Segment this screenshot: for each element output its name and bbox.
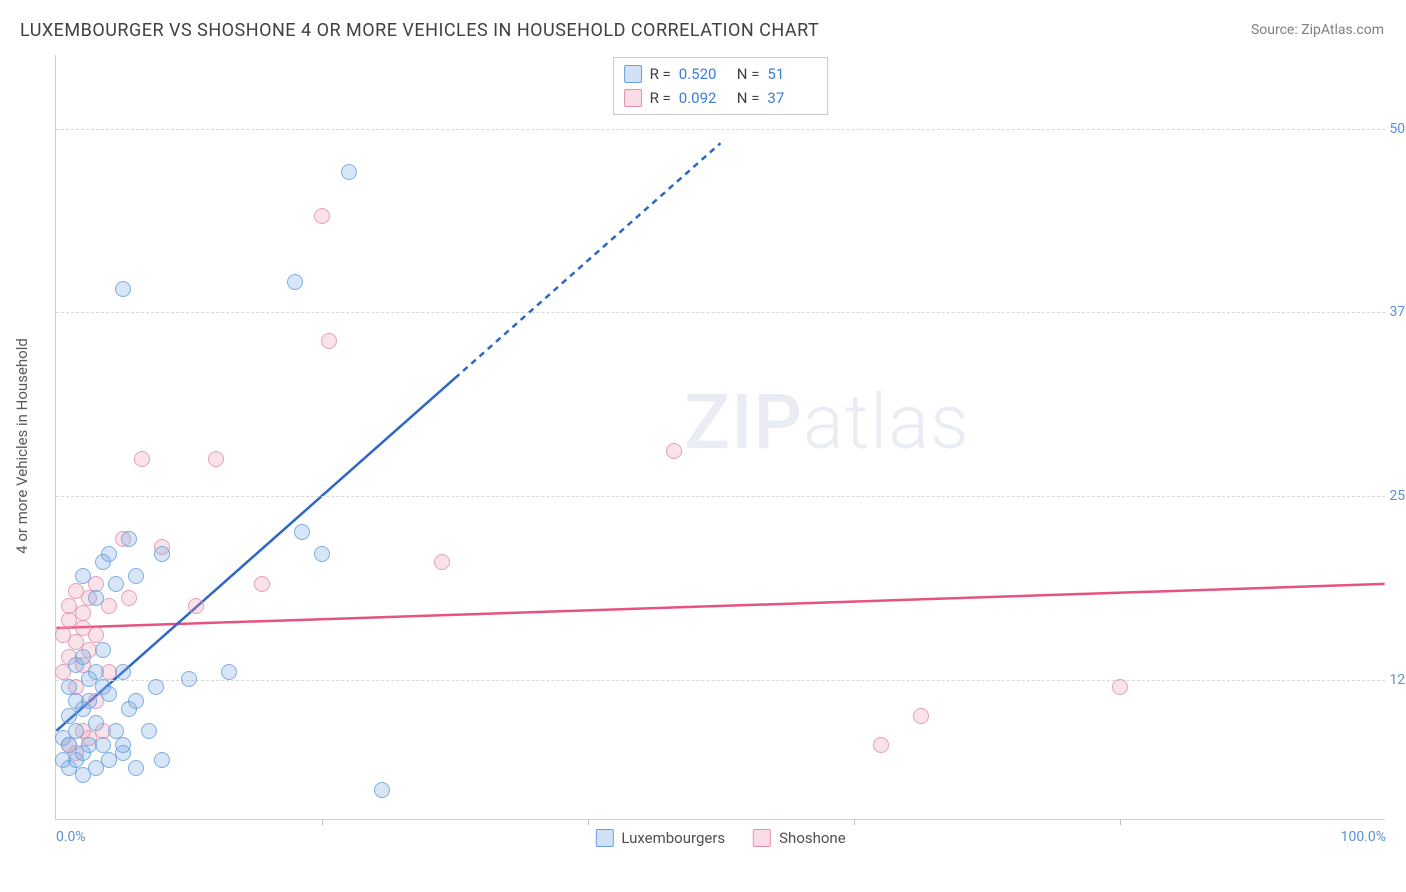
scatter-point-sho <box>434 554 450 570</box>
legend-row-lux: R = 0.520 N = 51 <box>624 62 818 86</box>
legend-label-sho: Shoshone <box>779 829 846 847</box>
y-tick-label: 25.0% <box>1389 488 1406 504</box>
y-tick-label: 37.5% <box>1389 304 1406 320</box>
scatter-point-sho <box>666 443 682 459</box>
x-tick <box>322 819 323 825</box>
scatter-point-sho <box>88 627 104 643</box>
r-label: R = <box>650 89 671 107</box>
scatter-point-sho <box>314 208 330 224</box>
trend-lines <box>56 55 1385 819</box>
scatter-point-lux <box>108 576 124 592</box>
r-value-sho: 0.092 <box>679 89 729 107</box>
y-axis-label: 4 or more Vehicles in Household <box>13 338 31 554</box>
source-attribution: Source: ZipAtlas.com <box>1251 22 1384 38</box>
gridline <box>56 129 1385 130</box>
swatch-sho <box>753 829 771 847</box>
scatter-point-sho <box>75 605 91 621</box>
scatter-point-sho <box>188 598 204 614</box>
n-label: N = <box>737 89 760 107</box>
x-tick-label: 100.0% <box>1341 829 1386 845</box>
scatter-point-sho <box>208 451 224 467</box>
legend-label-lux: Luxembourgers <box>621 829 725 847</box>
scatter-point-lux <box>128 760 144 776</box>
scatter-point-lux <box>128 693 144 709</box>
scatter-point-lux <box>95 737 111 753</box>
swatch-sho <box>624 89 642 107</box>
correlation-legend: R = 0.520 N = 51 R = 0.092 N = 37 <box>613 57 829 115</box>
x-tick <box>854 819 855 825</box>
legend-row-sho: R = 0.092 N = 37 <box>624 86 818 110</box>
scatter-point-lux <box>81 693 97 709</box>
scatter-point-lux <box>101 686 117 702</box>
watermark-zip: ZIP <box>684 377 803 467</box>
y-tick-label: 12.5% <box>1389 672 1406 688</box>
x-tick <box>1120 819 1121 825</box>
scatter-point-lux <box>341 164 357 180</box>
scatter-point-lux <box>221 664 237 680</box>
scatter-point-lux <box>115 745 131 761</box>
scatter-point-lux <box>148 679 164 695</box>
scatter-point-lux <box>88 590 104 606</box>
scatter-point-lux <box>181 671 197 687</box>
scatter-point-sho <box>121 590 137 606</box>
r-value-lux: 0.520 <box>679 65 729 83</box>
n-label: N = <box>737 65 760 83</box>
watermark-atlas: atlas <box>803 377 970 467</box>
scatter-point-lux <box>108 723 124 739</box>
scatter-point-lux <box>141 723 157 739</box>
scatter-point-lux <box>68 723 84 739</box>
scatter-point-sho <box>321 333 337 349</box>
scatter-point-lux <box>101 546 117 562</box>
scatter-point-lux <box>287 274 303 290</box>
scatter-point-sho <box>1112 679 1128 695</box>
x-tick-label: 0.0% <box>56 829 86 845</box>
x-tick <box>588 819 589 825</box>
swatch-lux <box>624 65 642 83</box>
scatter-point-lux <box>128 568 144 584</box>
n-value-sho: 37 <box>767 89 817 107</box>
gridline <box>56 680 1385 681</box>
scatter-point-lux <box>88 715 104 731</box>
scatter-point-sho <box>134 451 150 467</box>
series-legend: Luxembourgers Shoshone <box>595 829 845 847</box>
scatter-point-lux <box>75 568 91 584</box>
scatter-point-lux <box>115 664 131 680</box>
watermark: ZIPatlas <box>684 377 969 467</box>
scatter-point-lux <box>314 546 330 562</box>
legend-item-lux: Luxembourgers <box>595 829 725 847</box>
swatch-lux <box>595 829 613 847</box>
scatter-point-sho <box>254 576 270 592</box>
scatter-point-lux <box>115 281 131 297</box>
scatter-point-lux <box>154 546 170 562</box>
scatter-point-lux <box>374 782 390 798</box>
y-tick-label: 50.0% <box>1389 121 1406 137</box>
scatter-point-sho <box>913 708 929 724</box>
gridline <box>56 496 1385 497</box>
r-label: R = <box>650 65 671 83</box>
scatter-point-lux <box>75 649 91 665</box>
scatter-point-lux <box>88 664 104 680</box>
n-value-lux: 51 <box>767 65 817 83</box>
scatter-point-lux <box>294 524 310 540</box>
scatter-point-lux <box>61 679 77 695</box>
scatter-point-lux <box>154 752 170 768</box>
legend-item-sho: Shoshone <box>753 829 846 847</box>
scatter-point-lux <box>95 642 111 658</box>
chart-title: LUXEMBOURGER VS SHOSHONE 4 OR MORE VEHIC… <box>20 20 819 41</box>
scatter-point-sho <box>873 737 889 753</box>
plot-area: ZIPatlas R = 0.520 N = 51 R = 0.092 N = … <box>55 55 1385 820</box>
gridline <box>56 312 1385 313</box>
scatter-point-lux <box>121 531 137 547</box>
